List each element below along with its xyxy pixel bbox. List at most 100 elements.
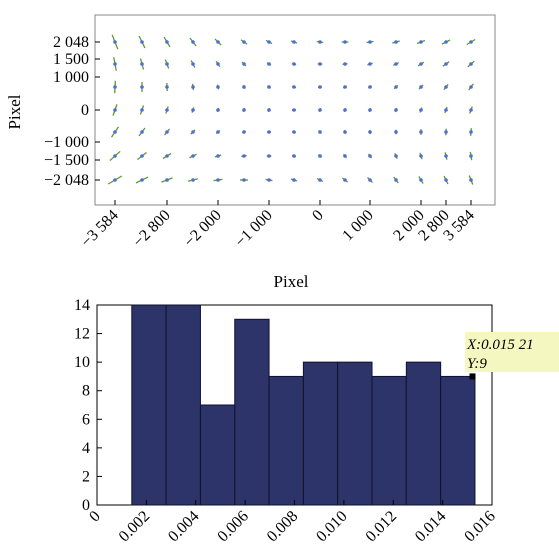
quiver-point: [165, 130, 169, 134]
quiver-point: [343, 130, 347, 134]
quiver-point: [242, 154, 246, 158]
quiver-x-tick-label: 1 000: [339, 207, 376, 244]
quiver-point: [267, 40, 271, 44]
histogram-y-tick-label: 6: [82, 411, 90, 428]
quiver-point: [343, 40, 347, 44]
quiver-point: [419, 62, 423, 66]
quiver-point: [267, 62, 271, 66]
quiver-point: [140, 178, 144, 182]
quiver-point: [267, 108, 271, 112]
quiver-point: [191, 130, 195, 134]
histogram-y-tick-label: 0: [82, 497, 90, 514]
datatip-marker: [469, 373, 476, 380]
quiver-point: [368, 154, 372, 158]
quiver-y-tick-label: 2 048: [53, 34, 89, 51]
datatip-y-text: Y:9: [467, 356, 487, 372]
quiver-point: [318, 154, 322, 158]
quiver-point: [113, 85, 117, 89]
quiver-y-tick-label: 1 500: [53, 51, 89, 68]
quiver-point: [191, 154, 195, 158]
quiver-point: [140, 40, 144, 44]
histogram-x-tick-label: 0.014: [412, 508, 449, 545]
quiver-point: [394, 154, 398, 158]
histogram-x-tick-label: 0.004: [165, 508, 202, 545]
quiver-point: [343, 178, 347, 182]
quiver-point: [242, 62, 246, 66]
histogram-x-tick-label: 0.016: [461, 508, 498, 545]
histogram-x-tick-label: 0.002: [116, 508, 153, 545]
quiver-point: [267, 178, 271, 182]
histogram-x-tick-label: 0.012: [363, 508, 400, 545]
histogram-x-ticks: 0 0.002 0.004 0.006 0.008 0.010 0.012 0.014 0.01…: [86, 500, 499, 545]
quiver-point: [242, 130, 246, 134]
quiver-point: [343, 62, 347, 66]
quiver-y-tick-label: −2 048: [44, 172, 89, 189]
histogram-y-ticks: 0 2 4 6 8 10 12 14: [74, 297, 102, 514]
quiver-point: [343, 85, 347, 89]
quiver-arrows: [107, 34, 476, 185]
quiver-point: [165, 40, 169, 44]
histogram-y-tick-label: 4: [82, 440, 90, 457]
quiver-point: [216, 85, 220, 89]
quiver-y-tick-label: 0: [81, 102, 89, 119]
quiver-point: [469, 178, 473, 182]
quiver-point: [267, 154, 271, 158]
histogram-x-tick-label: 0.008: [264, 508, 301, 545]
quiver-point: [444, 62, 448, 66]
quiver-point: [242, 108, 246, 112]
histogram-bar: [268, 375, 304, 506]
histogram-bar: [302, 361, 339, 506]
quiver-point: [140, 130, 144, 134]
quiver-point: [113, 40, 117, 44]
quiver-point: [292, 40, 296, 44]
quiver-y-tick-label: −1 500: [44, 152, 89, 169]
quiver-point: [368, 108, 372, 112]
datatip[interactable]: X:0.015 21 Y:9: [465, 332, 559, 380]
quiver-y-axis-label: Pixel: [5, 94, 24, 129]
quiver-point: [242, 85, 246, 89]
quiver-point: [165, 62, 169, 66]
quiver-point: [444, 108, 448, 112]
quiver-point: [444, 40, 448, 44]
quiver-point: [394, 130, 398, 134]
quiver-point: [216, 154, 220, 158]
histogram-bar: [199, 404, 236, 506]
quiver-point: [368, 40, 372, 44]
quiver-point: [113, 62, 117, 66]
quiver-point: [242, 178, 246, 182]
quiver-point: [469, 85, 473, 89]
quiver-point: [444, 85, 448, 89]
histogram-bars: [131, 304, 476, 506]
histogram-x-tick-label: 0: [86, 508, 104, 526]
quiver-point: [394, 62, 398, 66]
quiver-point: [444, 154, 448, 158]
quiver-point: [113, 108, 117, 112]
datatip-box: [465, 332, 559, 372]
quiver-point: [113, 130, 117, 134]
quiver-point: [419, 108, 423, 112]
quiver-point: [216, 178, 220, 182]
quiver-point: [292, 130, 296, 134]
quiver-point: [343, 108, 347, 112]
histogram-bar: [440, 375, 476, 506]
quiver-point: [140, 154, 144, 158]
quiver-point: [419, 154, 423, 158]
quiver-point: [165, 108, 169, 112]
histogram-bar: [405, 361, 442, 506]
histogram-bar: [131, 304, 167, 506]
quiver-point: [318, 130, 322, 134]
quiver-point: [469, 108, 473, 112]
quiver-x-tick-label: −3 584: [78, 207, 122, 251]
quiver-point: [394, 85, 398, 89]
datatip-x-text: X:0.015 21: [466, 337, 534, 353]
quiver-point: [419, 178, 423, 182]
quiver-point: [318, 62, 322, 66]
quiver-point: [140, 62, 144, 66]
quiver-point: [140, 108, 144, 112]
quiver-x-axis-label: Pixel: [274, 272, 309, 291]
quiver-point: [216, 108, 220, 112]
histogram-y-tick-label: 8: [82, 383, 90, 400]
quiver-point: [140, 85, 144, 89]
